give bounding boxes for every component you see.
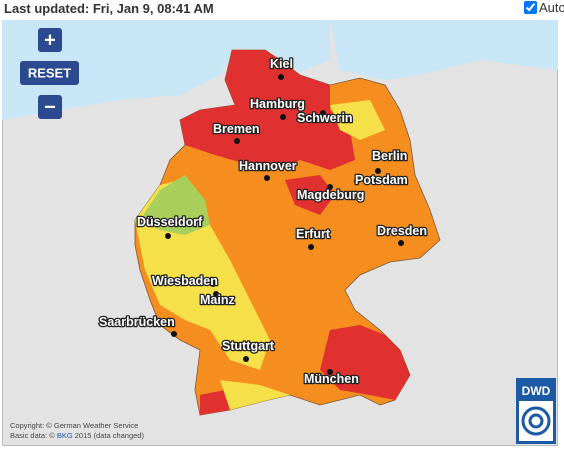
city-dot [171, 331, 177, 337]
warning-yellow [220, 380, 290, 410]
sea [330, 20, 558, 80]
city-label: Hannover [239, 159, 297, 173]
reset-button[interactable]: RESET [20, 61, 79, 85]
city-dot [327, 369, 333, 375]
city-dot [320, 110, 326, 116]
warning-red [320, 325, 410, 400]
city-dot [264, 175, 270, 181]
zoom-in-button[interactable]: + [38, 28, 62, 52]
auto-label: Auto [539, 0, 564, 15]
logo-swirl [528, 413, 544, 429]
warning-red [180, 50, 355, 170]
city-label: Stuttgart [222, 339, 275, 353]
last-updated: Last updated: Fri, Jan 9, 08:41 AM [4, 1, 214, 16]
copyright: Copyright: © German Weather Service [10, 421, 139, 430]
basic-data-prefix: Basic data: © [10, 431, 55, 440]
city-label: Erfurt [296, 227, 331, 241]
city-label: München [304, 372, 359, 386]
button-bg [38, 28, 62, 52]
city-dot [278, 74, 284, 80]
city-label: Saarbrücken [99, 315, 175, 329]
city-label: Magdeburg [297, 188, 364, 202]
button-bg [20, 61, 79, 85]
auto-checkbox[interactable] [524, 1, 537, 14]
city-label: Düsseldorf [137, 215, 203, 229]
zoom-in-label: + [44, 29, 56, 51]
city-dot [327, 184, 333, 190]
basic-data: Basic data: © BKG 2015 (data changed) [10, 431, 144, 441]
city-label: Bremen [213, 122, 260, 136]
city-dot [243, 356, 249, 362]
bkg-link[interactable]: BKG [56, 431, 73, 440]
warning-red [285, 175, 335, 215]
warning-red [200, 390, 230, 415]
city-label: Dresden [377, 224, 427, 238]
city-dot [165, 233, 171, 239]
city-dot [213, 291, 219, 297]
city-label: Kiel [270, 57, 293, 71]
city-label: Schwerin [297, 111, 353, 125]
city-label: Berlin [372, 149, 407, 163]
city-dot [210, 281, 216, 287]
basic-data-suffix: 2015 (data changed) [74, 431, 144, 440]
city-label: Hamburg [250, 97, 305, 111]
header: Last updated: Fri, Jan 9, 08:41 AM Auto [0, 0, 564, 18]
dwd-logo: DWD [516, 378, 556, 444]
logo-text: DWD [522, 384, 551, 398]
city-dot [398, 240, 404, 246]
sea [2, 20, 330, 120]
warning-yellow [330, 100, 385, 140]
city-dot [280, 114, 286, 120]
auto-toggle[interactable]: Auto [524, 0, 564, 15]
city-label: Wiesbaden [152, 274, 218, 288]
city-label: Potsdam [355, 173, 408, 187]
reset-label: RESET [28, 65, 71, 80]
city-dot [308, 244, 314, 250]
city-label: Mainz [200, 293, 235, 307]
warning-green [140, 175, 210, 235]
zoom-out-label: − [44, 96, 56, 118]
button-bg [38, 95, 62, 119]
attribution: Copyright: © German Weather Service Basi… [10, 421, 144, 441]
city-dot [375, 168, 381, 174]
zoom-out-button[interactable]: − [38, 95, 62, 119]
city-dot [354, 178, 360, 184]
logo-swirl [521, 406, 551, 436]
city-dot [234, 138, 240, 144]
